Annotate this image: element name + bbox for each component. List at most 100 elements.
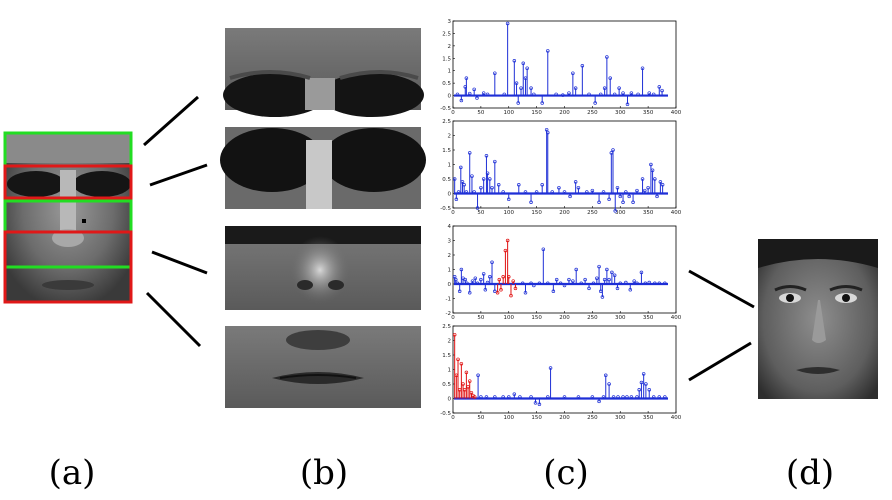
stem-marker [643, 188, 647, 193]
stem-marker [472, 87, 476, 92]
stem-marker [554, 277, 559, 282]
stem-marker [485, 280, 490, 285]
stem-marker [554, 92, 558, 97]
stem-marker [573, 86, 578, 90]
stem-marker [532, 92, 536, 97]
stem-marker [485, 92, 490, 97]
stem-marker [546, 395, 550, 399]
y-tick-label: 1 [448, 69, 452, 75]
x-tick-label: 150 [531, 315, 542, 321]
x-tick-label: 300 [615, 415, 626, 421]
stem-marker [629, 395, 634, 399]
stem-marker [460, 180, 465, 184]
face-d-mouth [796, 367, 840, 374]
stem-marker [608, 76, 612, 80]
connectors-a-b [143, 95, 208, 348]
y-tick-label: 1 [448, 268, 452, 274]
x-tick-label: 250 [587, 315, 598, 321]
y-tick-label: 0 [448, 282, 452, 288]
stem-marker [507, 275, 511, 279]
stem-marker [495, 290, 500, 295]
stem-marker [467, 379, 472, 383]
stem-marker [602, 277, 607, 282]
stem-marker [488, 275, 492, 279]
stem-marker [475, 281, 480, 286]
stem-marker [639, 270, 644, 275]
stem-marker [523, 190, 528, 194]
stem-marker [493, 159, 497, 164]
stem-marker [514, 81, 519, 85]
stem-marker [476, 373, 480, 378]
stem-marker [567, 277, 571, 282]
stem-marker [472, 395, 477, 399]
x-tick-label: 200 [559, 110, 570, 116]
stem-marker [663, 395, 667, 399]
label-c: (c) [543, 453, 589, 493]
x-tick-label: 100 [504, 315, 515, 321]
stem-marker [523, 290, 528, 295]
stem-marker [640, 66, 645, 70]
stem-marker [473, 276, 478, 280]
x-tick-label: 400 [671, 315, 682, 321]
face-a-sunglasses-right [73, 171, 131, 197]
stem-marker [529, 86, 533, 90]
y-tick-label: -0.5 [440, 411, 451, 417]
y-tick-label: 0.5 [442, 177, 451, 183]
stem-marker [512, 392, 517, 396]
stem-marker [507, 197, 511, 202]
stem-marker [601, 395, 606, 399]
stem-marker [517, 183, 521, 187]
stem-marker [516, 101, 520, 105]
x-tick-label: 0 [451, 415, 455, 421]
x-tick-label: 350 [643, 315, 654, 321]
stem-marker [534, 190, 539, 194]
stem-marker [462, 183, 466, 187]
stem-marker [456, 190, 461, 194]
stem-marker [657, 281, 662, 286]
y-tick-label: 1 [448, 368, 452, 374]
stem-marker [493, 289, 497, 294]
stem-marker [631, 200, 635, 204]
stem-marker [649, 162, 653, 167]
stem-marker [513, 286, 518, 291]
x-tick-label: 200 [559, 210, 570, 216]
strip-3-nose [225, 226, 421, 310]
stem-marker [502, 92, 507, 97]
stem-marker [529, 395, 533, 399]
stem-marker [639, 380, 644, 385]
stem-marker [479, 277, 483, 282]
stem-marker [579, 281, 583, 286]
y-tick-label: 4 [448, 224, 452, 230]
stem-marker [574, 267, 578, 272]
stem-marker [537, 281, 542, 286]
x-tick-label: 100 [504, 210, 515, 216]
stem-marker [562, 395, 567, 399]
stem-plot-4: 0 50 100 150 200 250 300 350 400-0.500.511.522.5 [440, 324, 681, 421]
stem-marker [493, 395, 497, 399]
stem-marker [624, 190, 628, 194]
stem-marker [467, 91, 472, 96]
stem-marker [647, 388, 651, 392]
stem-marker [646, 185, 650, 190]
stem-marker [653, 281, 657, 286]
stem-marker [546, 130, 550, 135]
y-tick-label: 3 [448, 19, 452, 25]
stem-marker [512, 59, 517, 63]
y-tick-label: 2 [448, 44, 452, 50]
stem-marker [636, 92, 640, 97]
stem-marker [479, 395, 483, 399]
stem-marker [520, 281, 525, 286]
stem-marker [612, 92, 617, 97]
stem-marker [590, 188, 595, 193]
x-tick-label: 400 [671, 210, 682, 216]
x-tick-label: 50 [477, 210, 484, 216]
stem-marker [540, 101, 544, 105]
stem-marker [605, 55, 609, 59]
y-tick-label: 2.5 [442, 31, 451, 37]
connector-a-b-3 [151, 250, 208, 275]
stem-marker [635, 281, 639, 286]
x-tick-label: 250 [587, 210, 598, 216]
stem-marker [650, 168, 655, 173]
stem-marker [562, 283, 567, 288]
stem-plots: 0 50 100 150 200 250 300 350 400-0.500.511.522.5… [440, 19, 681, 421]
